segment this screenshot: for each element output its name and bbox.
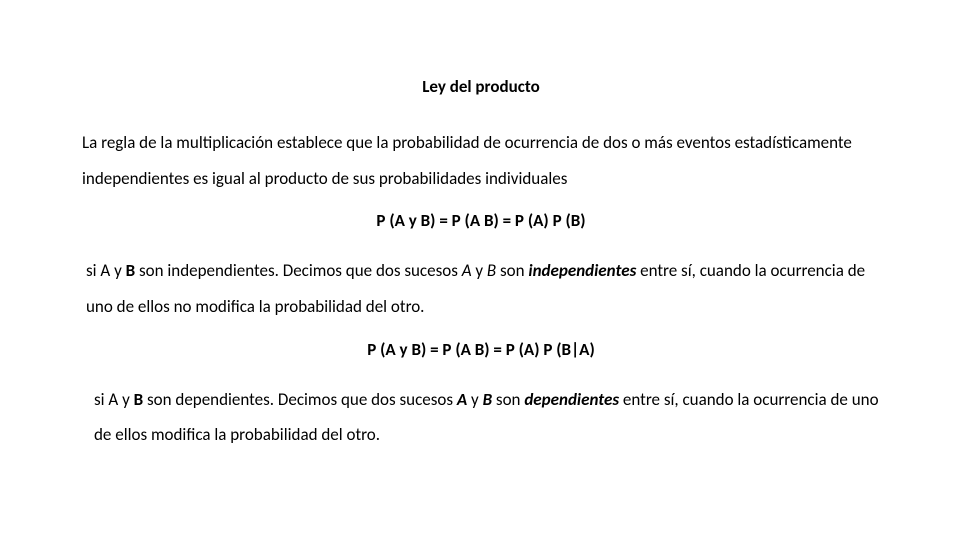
text-fragment-bold-italic: B xyxy=(483,389,493,410)
intro-paragraph: La regla de la multiplicación establece … xyxy=(82,125,880,196)
text-fragment: son dependientes. Decimos que dos suceso… xyxy=(143,389,457,410)
dependent-paragraph: si A y B son dependientes. Decimos que d… xyxy=(82,382,880,453)
text-fragment: si A y xyxy=(94,389,134,410)
text-fragment: son xyxy=(496,260,528,281)
keyword-dependientes: dependientes xyxy=(524,389,619,410)
page-title: Ley del producto xyxy=(82,76,880,97)
text-fragment-italic: A xyxy=(462,260,472,281)
text-fragment-bold: B xyxy=(126,260,136,281)
text-fragment: y xyxy=(467,389,482,410)
text-fragment-bold: B xyxy=(134,389,144,410)
text-fragment: son xyxy=(492,389,524,410)
formula-dependent: P (A y B) = P (A B) = P (A) P (B|A) xyxy=(82,339,880,360)
text-fragment: son independientes. Decimos que dos suce… xyxy=(135,260,462,281)
text-fragment: si A y xyxy=(86,260,126,281)
text-fragment-italic: B xyxy=(487,260,496,281)
document-page: Ley del producto La regla de la multipli… xyxy=(0,0,960,540)
text-fragment: y xyxy=(472,260,487,281)
formula-independent: P (A y B) = P (A B) = P (A) P (B) xyxy=(82,210,880,231)
keyword-independientes: independientes xyxy=(528,260,636,281)
independent-paragraph: si A y B son independientes. Decimos que… xyxy=(82,253,880,324)
text-fragment-bold-italic: A xyxy=(457,389,467,410)
